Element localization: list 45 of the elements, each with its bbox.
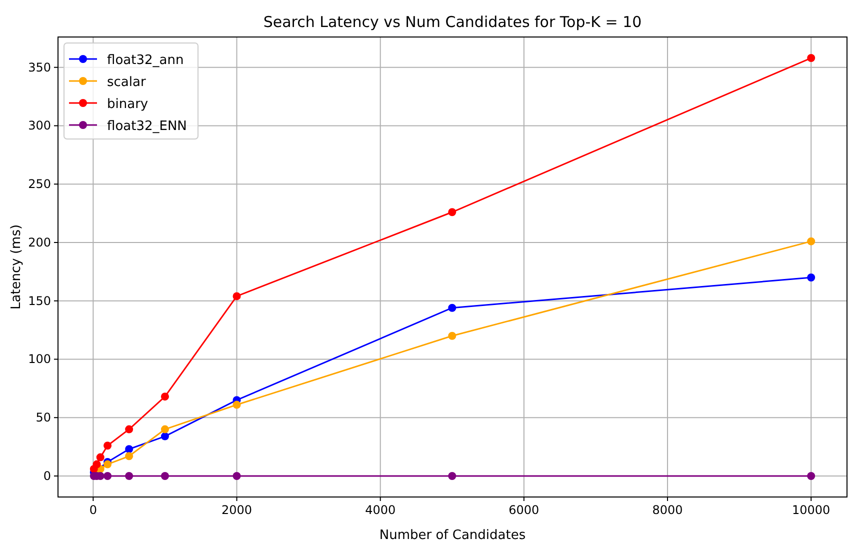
- x-tick-label: 0: [89, 503, 97, 517]
- legend-label: float32_ann: [107, 53, 184, 68]
- y-tick-label: 100: [28, 352, 51, 366]
- point: [232, 292, 241, 300]
- point: [232, 400, 241, 409]
- y-tick-label: 0: [43, 468, 51, 483]
- point: [160, 392, 169, 401]
- legend-label: float32_ENN: [107, 119, 187, 134]
- point: [807, 274, 816, 282]
- x-tick-label: 4000: [365, 503, 396, 517]
- point: [104, 460, 112, 468]
- point: [125, 425, 134, 434]
- point: [104, 442, 112, 450]
- point: [160, 425, 169, 434]
- x-tick-label: 2000: [221, 503, 252, 517]
- point: [160, 472, 169, 480]
- x-tick-label: 8000: [652, 503, 683, 517]
- point: [807, 237, 816, 246]
- point: [448, 208, 456, 216]
- point: [125, 452, 134, 460]
- point: [125, 445, 134, 454]
- point: [232, 472, 241, 480]
- point: [807, 54, 816, 62]
- point: [96, 453, 104, 462]
- point: [448, 304, 456, 312]
- y-axis-title: Latency (ms): [9, 224, 24, 310]
- legend-label: binary: [107, 97, 148, 112]
- point: [807, 472, 816, 480]
- y-tick-label: 150: [28, 294, 51, 308]
- point: [125, 472, 134, 480]
- y-tick-label: 250: [28, 177, 51, 192]
- y-tick-label: 350: [28, 60, 51, 74]
- chart-title: Search Latency vs Num Candidates for Top-K = 10: [263, 13, 642, 31]
- legend-label: scalar: [107, 75, 146, 90]
- point: [448, 332, 456, 340]
- y-tick-label: 300: [28, 118, 51, 133]
- x-tick-label: 6000: [508, 503, 540, 517]
- x-tick-label: 10000: [792, 503, 830, 517]
- point: [92, 460, 101, 468]
- x-axis-title: Number of Candidates: [379, 528, 526, 543]
- point: [104, 472, 112, 480]
- y-tick-label: 50: [36, 410, 51, 425]
- y-tick-label: 200: [28, 235, 51, 250]
- point: [160, 432, 169, 440]
- point: [448, 472, 456, 480]
